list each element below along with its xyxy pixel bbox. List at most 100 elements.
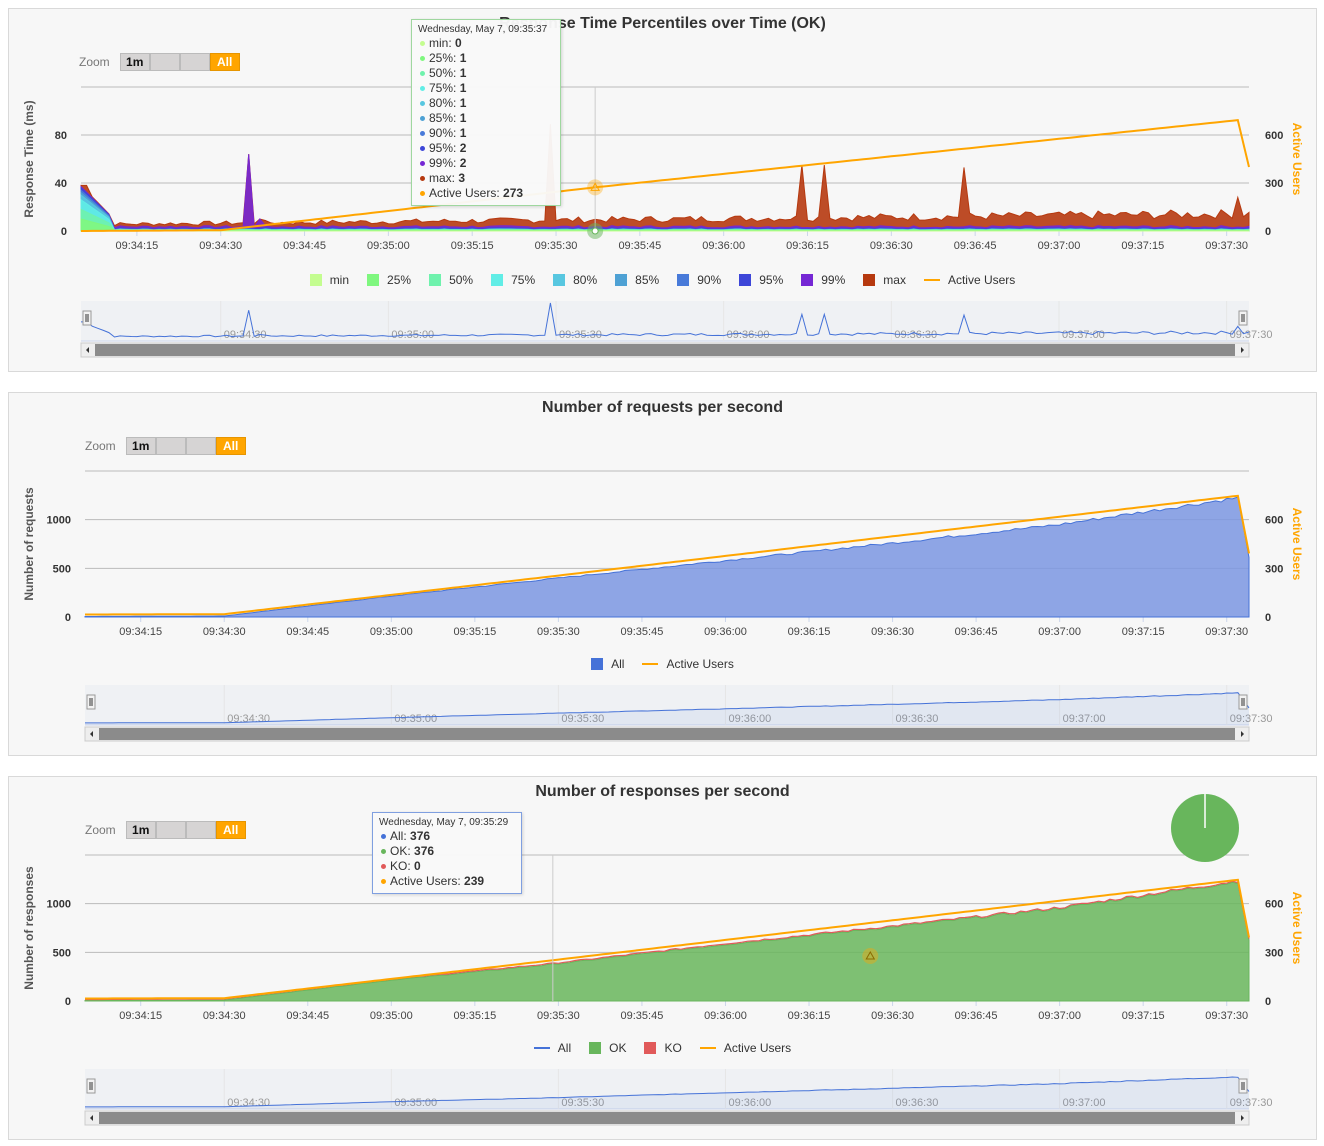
navigator-tick-label: 09:35:00 — [394, 1097, 437, 1109]
x-tick-label: 09:36:30 — [871, 626, 914, 638]
tooltip-row: 50%: 1 — [418, 66, 554, 81]
tooltip-row: Active Users: 273 — [418, 186, 554, 201]
legend-swatch-icon — [644, 1042, 657, 1054]
y-axis-title: Number of responses — [22, 866, 36, 990]
legend-item[interactable]: Active Users — [923, 273, 1016, 287]
tooltip-value: 1 — [459, 111, 467, 125]
navigator-tick-label: 09:34:30 — [224, 329, 267, 341]
legend-swatch-icon — [553, 274, 566, 286]
legend-item[interactable]: min — [309, 273, 349, 287]
chart-title: Number of responses per second — [535, 783, 790, 800]
navigator-series-line — [85, 1076, 1250, 1108]
x-tick-label: 09:36:00 — [704, 626, 747, 638]
legend-item[interactable]: KO — [644, 1041, 682, 1055]
zoom-blank-button[interactable] — [179, 53, 210, 71]
legend-item[interactable]: 85% — [615, 273, 659, 287]
tooltip-value: 1 — [459, 51, 467, 65]
legend-label: Active Users — [723, 1041, 792, 1055]
legend-item[interactable]: OK — [589, 1041, 626, 1055]
tooltip-value: 273 — [503, 186, 524, 200]
zoom-all-button[interactable]: All — [209, 53, 240, 71]
tooltip-label: 80%: — [429, 96, 460, 110]
handle-grip-icon — [82, 310, 92, 326]
x-tick-label: 09:36:45 — [955, 626, 998, 638]
y-tick-label: 500 — [53, 947, 71, 959]
x-tick-label: 09:36:45 — [954, 240, 997, 252]
navigator-handle[interactable] — [86, 694, 96, 710]
x-tick-label: 09:36:00 — [702, 240, 745, 252]
zoom-all-button[interactable]: All — [215, 437, 246, 455]
legend-item[interactable]: 75% — [491, 273, 535, 287]
x-tick-label: 09:35:30 — [535, 240, 578, 252]
navigator-handle[interactable] — [1238, 694, 1248, 710]
zoom-blank-button[interactable] — [155, 437, 186, 455]
navigator-handle[interactable] — [86, 1078, 96, 1094]
tooltip-value: 1 — [459, 96, 467, 110]
x-tick-label: 09:37:15 — [1121, 240, 1164, 252]
series-dot-icon — [420, 85, 425, 91]
navigator-tick-label: 09:37:00 — [1063, 1097, 1106, 1109]
response-time-panel: 0 40 80 0 300 600 Response Time (ms) Active Use… — [8, 8, 1317, 372]
zoom-all-button[interactable]: All — [215, 821, 246, 839]
x-tick-label: 09:36:15 — [788, 626, 831, 638]
zoom-1m-button[interactable]: 1m — [125, 437, 156, 455]
legend-item[interactable]: All — [591, 657, 624, 671]
navigator-scrollbar[interactable] — [84, 1110, 1250, 1126]
tooltip-value: 1 — [459, 81, 467, 95]
legend-item[interactable]: 90% — [677, 273, 721, 287]
navigator-area — [81, 301, 1249, 341]
legend-item[interactable]: Active Users — [699, 1041, 792, 1055]
zoom-blank-button[interactable] — [185, 821, 216, 839]
x-tick-label: 09:37:00 — [1038, 626, 1081, 638]
response-time-chart: 0 40 80 0 300 600 Response Time (ms) Active Use… — [22, 86, 1304, 358]
legend-swatch-icon — [801, 274, 814, 286]
chart-title: Number of requests per second — [542, 399, 783, 416]
series-dot-icon — [381, 848, 386, 854]
navigator-handle[interactable] — [82, 310, 92, 326]
legend-label: Active Users — [947, 273, 1016, 287]
scroll-right-arrow-icon — [1241, 347, 1244, 353]
tooltip-value: 3 — [458, 171, 466, 185]
legend-line-icon — [699, 1047, 716, 1049]
x-tick-label: 09:34:30 — [199, 240, 242, 252]
series-dot-icon — [420, 190, 425, 196]
handle-grip-icon — [86, 1078, 96, 1094]
legend-item[interactable]: 80% — [553, 273, 597, 287]
legend-item[interactable]: 50% — [429, 273, 473, 287]
x-tick-label: 09:35:00 — [367, 240, 410, 252]
x-tick-label: 09:35:45 — [621, 1010, 664, 1022]
handle-grip-icon — [1238, 694, 1248, 710]
chart-legend: All Active Users — [9, 657, 1316, 671]
all-area — [84, 496, 1250, 618]
zoom-blank-button[interactable] — [185, 437, 216, 455]
legend-item[interactable]: 95% — [739, 273, 783, 287]
zoom-1m-button[interactable]: 1m — [119, 53, 150, 71]
legend-item[interactable]: 25% — [367, 273, 411, 287]
tooltip-value: 0 — [455, 36, 462, 50]
zoom-blank-button[interactable] — [155, 821, 186, 839]
zoom-label: Zoom — [85, 823, 116, 837]
zoom-blank-button[interactable] — [149, 53, 180, 71]
navigator-tick-label: 09:36:30 — [894, 329, 937, 341]
zoom-1m-button[interactable]: 1m — [125, 821, 156, 839]
navigator-handle[interactable] — [1238, 310, 1248, 326]
legend-item[interactable]: Active Users — [642, 657, 734, 671]
navigator-tick-label: 09:35:30 — [561, 713, 604, 725]
x-tick-label: 09:34:45 — [283, 240, 326, 252]
legend-item[interactable]: 99% — [801, 273, 845, 287]
legend-item[interactable]: max — [863, 273, 906, 287]
x-tick-label: 09:35:15 — [451, 240, 494, 252]
navigator-scrollbar[interactable] — [80, 342, 1250, 358]
legend-item[interactable]: All — [533, 1041, 571, 1055]
series-dot-icon — [420, 145, 425, 151]
x-tick-label: 09:36:30 — [871, 1010, 914, 1022]
zoom-controls: Zoom 1m All — [79, 53, 240, 71]
series-dot-icon — [420, 40, 425, 46]
legend-label: Active Users — [666, 657, 734, 671]
y2-tick-label: 600 — [1265, 515, 1283, 527]
tooltip-header: Wednesday, May 7, 09:35:29 — [379, 817, 509, 828]
legend-label: 90% — [697, 273, 722, 287]
navigator-scrollbar[interactable] — [84, 726, 1250, 742]
navigator-handle[interactable] — [1238, 1078, 1248, 1094]
